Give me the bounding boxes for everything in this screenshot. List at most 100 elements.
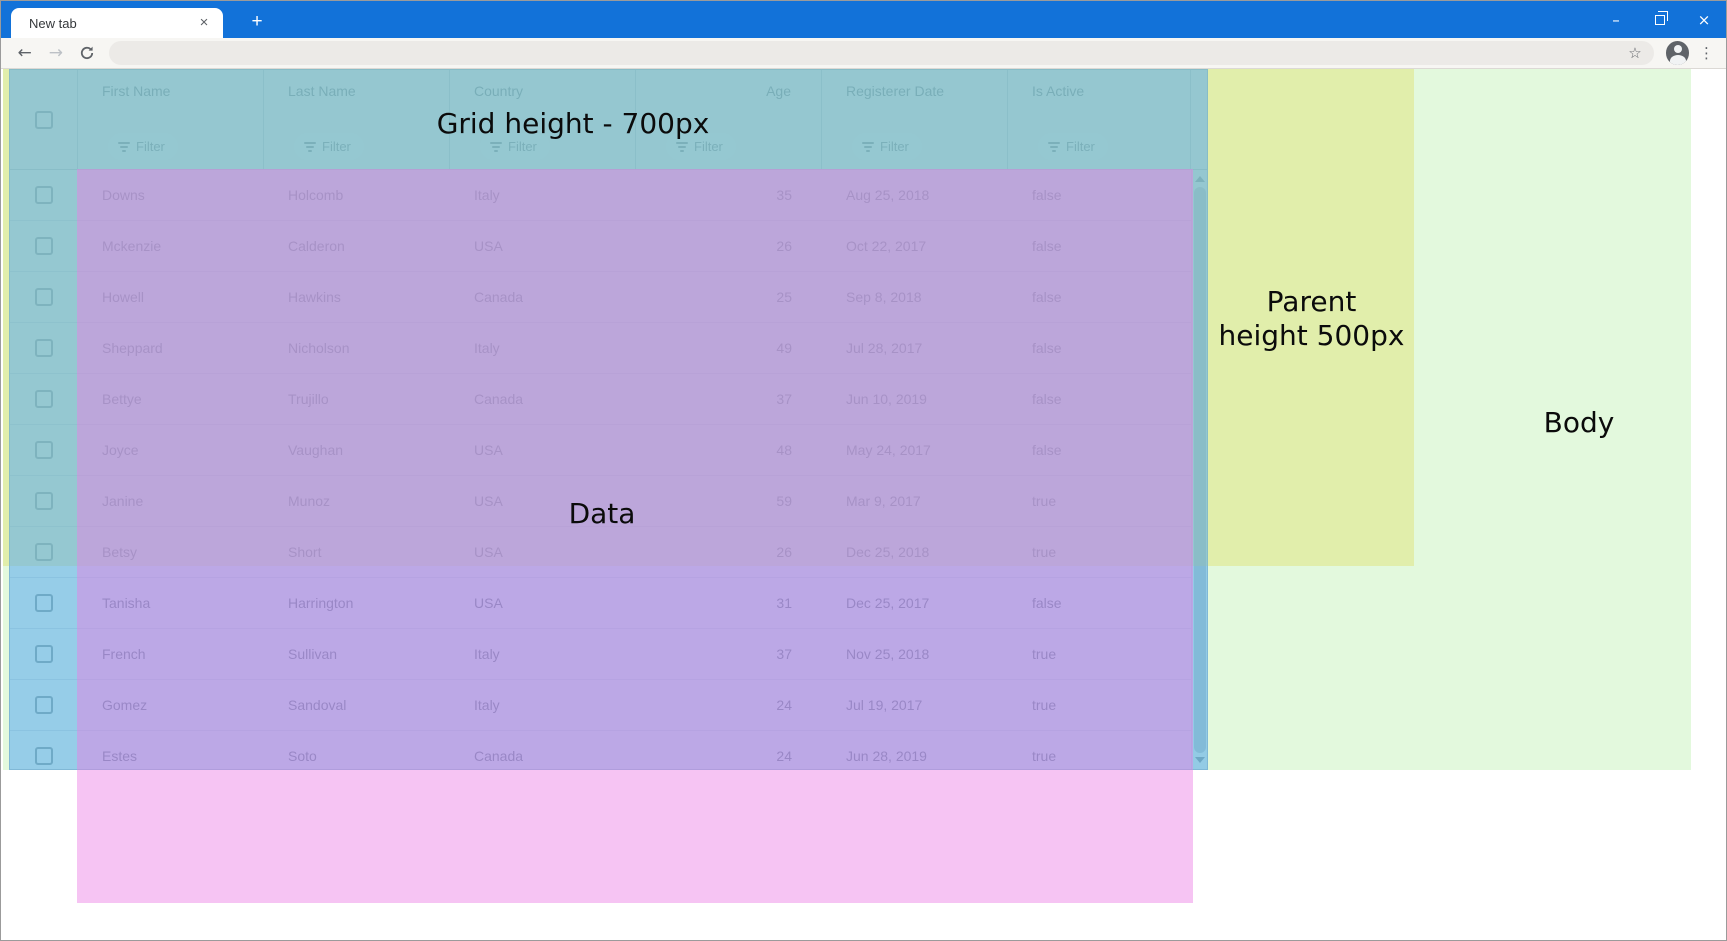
profile-avatar[interactable] bbox=[1665, 41, 1689, 65]
refresh-icon bbox=[81, 46, 94, 60]
select-all-checkbox[interactable] bbox=[34, 110, 53, 129]
table-row[interactable]: Sheppard Nicholson Italy 49 Jul 28, 2017 fals… bbox=[10, 323, 1191, 374]
cell-first-name: Gomez bbox=[102, 697, 148, 713]
back-button[interactable]: ← bbox=[17, 43, 32, 63]
cell-first-name: Estes bbox=[102, 748, 138, 764]
row-checkbox[interactable] bbox=[35, 288, 53, 306]
table-row[interactable]: Howell Hawkins Canada 25 Sep 8, 2018 false bbox=[10, 272, 1191, 323]
scroll-up-arrow-icon[interactable] bbox=[1195, 176, 1205, 182]
table-row[interactable]: Mckenzie Calderon USA 26 Oct 22, 2017 false bbox=[10, 221, 1191, 272]
filter-button-last-name[interactable]: Filter bbox=[294, 133, 364, 160]
tab-new-tab[interactable]: New tab × bbox=[11, 8, 223, 38]
row-checkbox[interactable] bbox=[35, 492, 53, 510]
table-row[interactable]: Gomez Sandoval Italy 24 Jul 19, 2017 true bbox=[10, 680, 1191, 731]
cell-registerer-date: Sep 8, 2018 bbox=[846, 289, 922, 305]
cell-age: 48 bbox=[776, 442, 792, 458]
browser-menu-icon[interactable]: ⋮ bbox=[1698, 44, 1714, 62]
scroll-down-arrow-icon[interactable] bbox=[1195, 757, 1205, 763]
row-checkbox-cell bbox=[10, 288, 78, 306]
table-row[interactable]: Joyce Vaughan USA 48 May 24, 2017 false bbox=[10, 425, 1191, 476]
column-label: Country bbox=[474, 83, 524, 99]
cell-registerer-date: Jul 28, 2017 bbox=[846, 340, 923, 356]
column-label: Is Active bbox=[1032, 83, 1085, 99]
cell-country: Italy bbox=[474, 340, 500, 356]
row-checkbox[interactable] bbox=[35, 747, 53, 765]
row-checkbox-cell bbox=[10, 696, 78, 714]
row-checkbox[interactable] bbox=[35, 390, 53, 408]
filter-button-first-name[interactable]: Filter bbox=[108, 133, 178, 160]
cell-age: 26 bbox=[776, 544, 792, 560]
cell-last-name: Holcomb bbox=[288, 187, 344, 203]
parent-height-label: Parent height 500px bbox=[1209, 285, 1414, 353]
column-header-age[interactable]: Age Filter bbox=[636, 70, 822, 169]
table-row[interactable]: Tanisha Harrington USA 31 Dec 25, 2017 false bbox=[10, 578, 1191, 629]
table-row[interactable]: Janine Munoz USA 59 Mar 9, 2017 true bbox=[10, 476, 1191, 527]
table-row[interactable]: Downs Holcomb Italy 35 Aug 25, 2018 false bbox=[10, 170, 1191, 221]
row-checkbox[interactable] bbox=[35, 441, 53, 459]
new-tab-button[interactable]: + bbox=[251, 11, 263, 32]
column-header-country[interactable]: Country Filter bbox=[450, 70, 636, 169]
cell-age: 25 bbox=[776, 289, 792, 305]
scrollbar-thumb[interactable] bbox=[1194, 187, 1206, 753]
cell-last-name: Hawkins bbox=[288, 289, 341, 305]
column-label: Last Name bbox=[288, 83, 356, 99]
row-checkbox[interactable] bbox=[35, 645, 53, 663]
tab-close-icon[interactable]: × bbox=[199, 14, 209, 31]
cell-last-name: Soto bbox=[288, 748, 317, 764]
cell-first-name: Joyce bbox=[102, 442, 139, 458]
cell-is-active: true bbox=[1032, 748, 1057, 764]
row-checkbox[interactable] bbox=[35, 339, 53, 357]
body-label: Body bbox=[1543, 406, 1615, 439]
cell-last-name: Harrington bbox=[288, 595, 354, 611]
table-row[interactable]: French Sullivan Italy 37 Nov 25, 2018 true bbox=[10, 629, 1191, 680]
close-button[interactable]: × bbox=[1697, 10, 1711, 29]
filter-button-label: Filter bbox=[136, 139, 165, 154]
row-checkbox-cell bbox=[10, 390, 78, 408]
cell-age: 24 bbox=[776, 748, 792, 764]
table-row[interactable]: Betsy Short USA 26 Dec 25, 2018 true bbox=[10, 527, 1191, 578]
filter-icon bbox=[304, 140, 316, 154]
row-checkbox[interactable] bbox=[35, 696, 53, 714]
filter-icon bbox=[862, 140, 874, 154]
cell-registerer-date: Mar 9, 2017 bbox=[846, 493, 921, 509]
bookmark-star-icon[interactable]: ☆ bbox=[1628, 44, 1642, 62]
table-row[interactable]: Bettye Trujillo Canada 37 Jun 10, 2019 false bbox=[10, 374, 1191, 425]
filter-button-age[interactable]: Filter bbox=[666, 133, 736, 160]
column-header-first-name[interactable]: First Name Filter bbox=[78, 70, 264, 169]
minimize-button[interactable]: – bbox=[1612, 10, 1620, 29]
tab-title: New tab bbox=[29, 15, 77, 31]
column-header-is-active[interactable]: Is Active Filter bbox=[1008, 70, 1191, 169]
cell-registerer-date: Dec 25, 2018 bbox=[846, 544, 930, 560]
data-grid: First Name Filter Last Name Filter Country Fi… bbox=[9, 69, 1208, 770]
row-checkbox[interactable] bbox=[35, 237, 53, 255]
row-checkbox-cell bbox=[10, 237, 78, 255]
cell-last-name: Munoz bbox=[288, 493, 331, 509]
filter-button-country[interactable]: Filter bbox=[480, 133, 550, 160]
address-bar[interactable]: ☆ bbox=[108, 41, 1654, 65]
cell-country: Canada bbox=[474, 289, 524, 305]
parent-label-line1: Parent bbox=[1266, 285, 1357, 318]
refresh-button[interactable] bbox=[73, 39, 100, 67]
filter-button-is-active[interactable]: Filter bbox=[1038, 133, 1108, 160]
filter-button-registerer-date[interactable]: Filter bbox=[852, 133, 922, 160]
cell-age: 35 bbox=[776, 187, 792, 203]
column-label: Registerer Date bbox=[846, 83, 945, 99]
column-header-last-name[interactable]: Last Name Filter bbox=[264, 70, 450, 169]
grid-body: Downs Holcomb Italy 35 Aug 25, 2018 false Mcke… bbox=[10, 170, 1191, 769]
row-checkbox[interactable] bbox=[35, 594, 53, 612]
restore-button[interactable] bbox=[1638, 1, 1682, 38]
grid-scrollbar[interactable] bbox=[1191, 170, 1207, 769]
forward-button[interactable]: → bbox=[48, 43, 63, 63]
table-row[interactable]: Estes Soto Canada 24 Jun 28, 2019 true bbox=[10, 731, 1191, 769]
cell-country: Canada bbox=[474, 748, 524, 764]
column-header-registerer-date[interactable]: Registerer Date Filter bbox=[822, 70, 1008, 169]
row-checkbox-cell bbox=[10, 645, 78, 663]
cell-first-name: Betsy bbox=[102, 544, 138, 560]
cell-last-name: Calderon bbox=[288, 238, 345, 254]
cell-last-name: Sullivan bbox=[288, 646, 338, 662]
parent-label-line2: height 500px bbox=[1218, 319, 1405, 352]
row-checkbox[interactable] bbox=[35, 186, 53, 204]
filter-icon bbox=[118, 140, 130, 154]
row-checkbox[interactable] bbox=[35, 543, 53, 561]
cell-is-active: true bbox=[1032, 697, 1057, 713]
